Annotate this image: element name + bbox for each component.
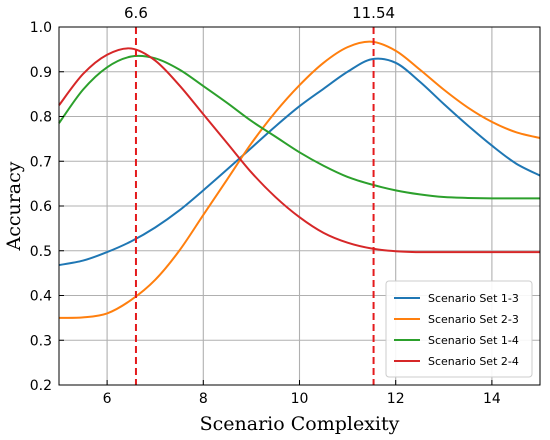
reference-line-label: 11.54 [352, 4, 395, 22]
y-tick-label: 1.0 [30, 20, 52, 36]
y-axis-title: Accuracy [3, 161, 25, 251]
legend-label: Scenario Set 2-3 [428, 313, 519, 326]
series-line-4 [58, 47, 540, 254]
axis-ticks: 6 8 10 12 14 0.2 0.3 0.4 0.5 0.6 0.7 0.8 0.9 1.0 [30, 20, 501, 407]
x-tick-label: 14 [483, 391, 501, 407]
legend-label: Scenario Set 1-4 [428, 334, 519, 347]
x-axis-title: Scenario Complexity [200, 413, 400, 435]
legend-label: Scenario Set 2-4 [428, 355, 519, 368]
y-tick-label: 0.7 [30, 154, 52, 170]
x-tick-label: 10 [291, 391, 309, 407]
x-tick-label: 6 [103, 391, 112, 407]
y-tick-label: 0.6 [30, 199, 52, 215]
y-tick-label: 0.4 [30, 289, 52, 305]
series-lines [58, 40, 541, 319]
y-tick-label: 0.5 [30, 244, 52, 260]
x-tick-label: 8 [199, 391, 208, 407]
x-tick-label: 12 [387, 391, 405, 407]
y-tick-label: 0.2 [30, 378, 52, 394]
y-tick-label: 0.8 [30, 110, 52, 126]
reference-line-label: 6.6 [124, 4, 148, 22]
legend-box [385, 280, 533, 378]
reference-lines: 6.6 11.54 [124, 4, 395, 385]
series-line-2 [58, 40, 541, 319]
y-tick-label: 0.9 [30, 65, 52, 81]
legend: Scenario Set 1-3 Scenario Set 2-3 Scenario… [385, 280, 533, 378]
series-line-1 [58, 57, 541, 267]
legend-label: Scenario Set 1-3 [428, 292, 519, 305]
series-line-3 [58, 54, 540, 200]
y-tick-label: 0.3 [30, 333, 52, 349]
